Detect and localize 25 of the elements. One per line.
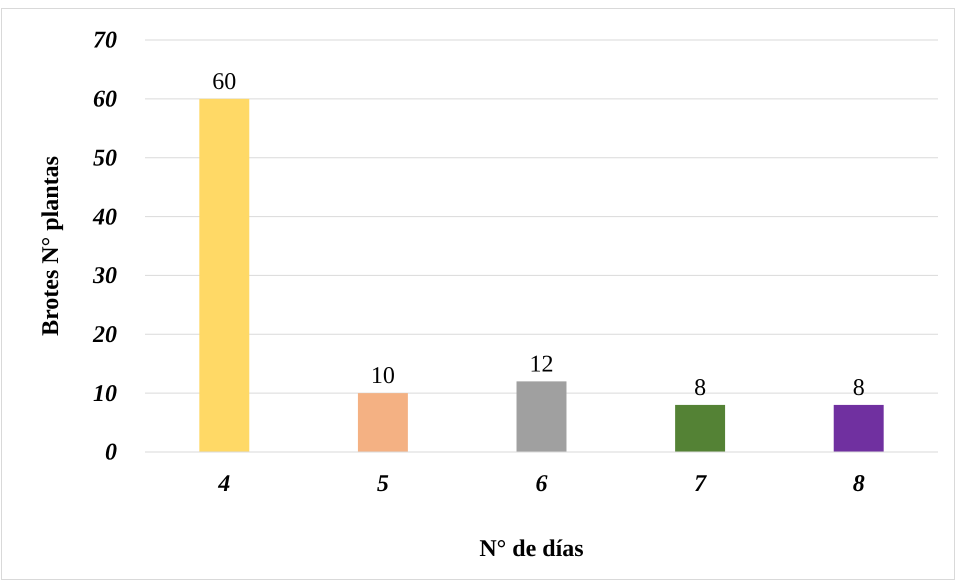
- data-label: 10: [370, 363, 395, 390]
- bar: [834, 404, 884, 452]
- data-label: 12: [530, 351, 554, 378]
- data-label: 8: [852, 374, 865, 401]
- x-tick-label: 4: [217, 471, 230, 498]
- x-tick-label: 5: [376, 471, 389, 498]
- x-tick-label: 6: [536, 471, 548, 498]
- data-label: 60: [212, 68, 236, 95]
- y-tick-label: 70: [93, 28, 117, 54]
- bar: [199, 98, 250, 452]
- y-tick-label: 30: [92, 263, 117, 290]
- bar: [516, 381, 566, 452]
- y-tick-label: 60: [93, 86, 117, 113]
- x-tick-label: 8: [852, 471, 865, 498]
- x-tick-label: 7: [694, 471, 708, 498]
- y-tick-label: 50: [93, 145, 117, 172]
- y-tick-label: 0: [105, 440, 117, 466]
- y-tick-label: 10: [93, 380, 117, 407]
- data-label: 8: [694, 374, 706, 401]
- x-axis-title: N° de días: [479, 536, 584, 562]
- y-axis-title: Brotes N° plantas: [38, 156, 64, 336]
- bar: [675, 404, 726, 452]
- y-tick-label: 40: [92, 204, 117, 230]
- y-tick-label: 20: [92, 322, 117, 348]
- bar: [358, 393, 408, 452]
